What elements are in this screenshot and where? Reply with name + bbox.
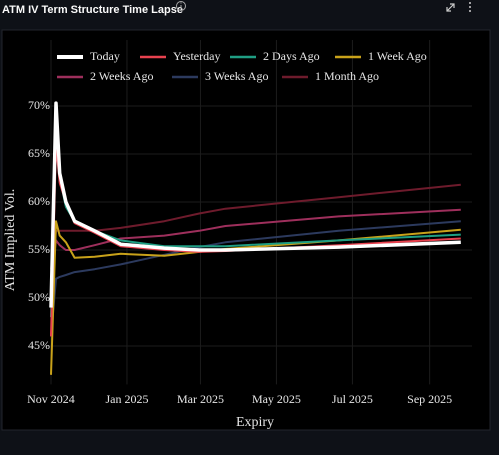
series-line — [49, 101, 461, 308]
y-tick-label: 65% — [28, 146, 50, 160]
x-tick-label: Nov 2024 — [27, 392, 75, 406]
legend-label: Today — [90, 49, 120, 63]
series-line — [50, 220, 461, 375]
legend-label: 3 Weeks Ago — [205, 69, 268, 83]
y-tick-label: 55% — [28, 242, 50, 256]
expand-icon[interactable] — [446, 3, 455, 12]
menu-icon[interactable] — [469, 2, 471, 12]
legend-label: Yesterday — [173, 49, 220, 63]
chart-title: ATM IV Term Structure Time Lapse — [2, 4, 183, 16]
y-tick-label: 60% — [28, 194, 50, 208]
y-axis-label: ATM Implied Vol. — [3, 189, 18, 292]
y-tick-label: 50% — [28, 290, 50, 304]
legend-label: 2 Weeks Ago — [90, 69, 153, 83]
legend-label: 2 Days Ago — [263, 49, 320, 63]
x-axis-label: Expiry — [236, 415, 274, 430]
info-icon[interactable] — [176, 1, 186, 11]
x-tick-label: Jan 2025 — [105, 392, 148, 406]
x-tick-label: Jul 2025 — [332, 392, 373, 406]
x-tick-label: May 2025 — [252, 392, 301, 406]
x-tick-label: Sep 2025 — [407, 392, 452, 406]
series-line — [50, 208, 461, 279]
series-line — [50, 220, 461, 337]
x-tick-label: Mar 2025 — [177, 392, 224, 406]
y-tick-label: 70% — [28, 98, 50, 112]
legend-label: 1 Month Ago — [315, 69, 379, 83]
legend-label: 1 Week Ago — [368, 49, 427, 63]
y-tick-label: 45% — [28, 338, 50, 352]
